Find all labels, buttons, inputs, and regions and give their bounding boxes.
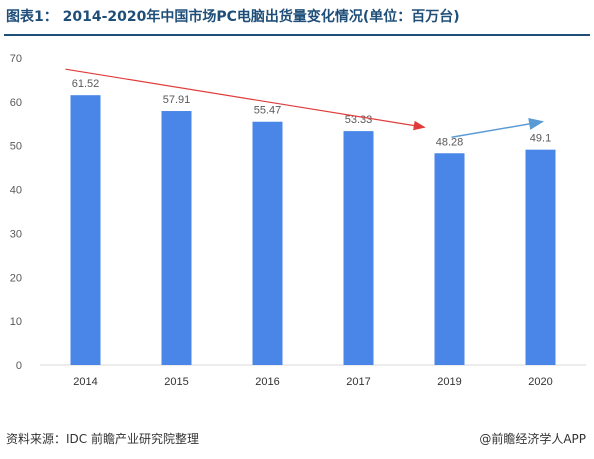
data-label: 55.47 (254, 105, 282, 117)
bar-2019 (434, 153, 465, 365)
y-tick-label: 50 (10, 141, 22, 153)
decline-trend-arrow (65, 68, 426, 131)
trend-arrows-group (65, 68, 544, 138)
data-label: 57.91 (163, 94, 191, 106)
x-tick-label: 2017 (346, 376, 370, 388)
chart-title: 图表1： 2014-2020年中国市场PC电脑出货量变化情况(单位：百万台) (6, 9, 460, 25)
data-labels-group: 61.52 57.91 55.47 53.33 48.28 49.1 (72, 78, 551, 148)
bar-2016 (252, 121, 283, 365)
x-tick-label: 2015 (164, 376, 188, 388)
y-tick-label: 20 (10, 272, 22, 284)
x-tick-label: 2020 (528, 376, 552, 388)
bar-2017 (343, 131, 374, 365)
y-tick-label: 40 (10, 185, 22, 197)
x-tick-label: 2019 (437, 376, 461, 388)
rebound-trend-arrow (451, 118, 544, 138)
source-note: 资料来源：IDC 前瞻产业研究院整理 (6, 432, 199, 446)
y-tick-label: 0 (16, 360, 22, 372)
y-tick-label: 30 (10, 228, 22, 240)
y-tick-label: 70 (10, 53, 22, 65)
brand-credit: @前瞻经济学人APP (479, 432, 586, 446)
x-tick-label: 2016 (255, 376, 279, 388)
bar-2015 (161, 111, 192, 365)
x-axis: 2014 2015 2016 2017 2019 2020 (40, 364, 586, 388)
bars-group (70, 95, 556, 365)
y-tick-label: 10 (10, 316, 22, 328)
y-axis: 0 10 20 30 40 50 60 70 (10, 53, 22, 372)
bar-2014 (70, 95, 101, 365)
data-label: 53.33 (345, 114, 373, 126)
y-tick-label: 60 (10, 97, 22, 109)
data-label: 49.1 (530, 133, 551, 145)
data-label: 48.28 (436, 136, 464, 148)
bar-2020 (525, 149, 556, 365)
x-tick-label: 2014 (73, 376, 97, 388)
title-divider (4, 34, 590, 36)
data-label: 61.52 (72, 78, 100, 90)
